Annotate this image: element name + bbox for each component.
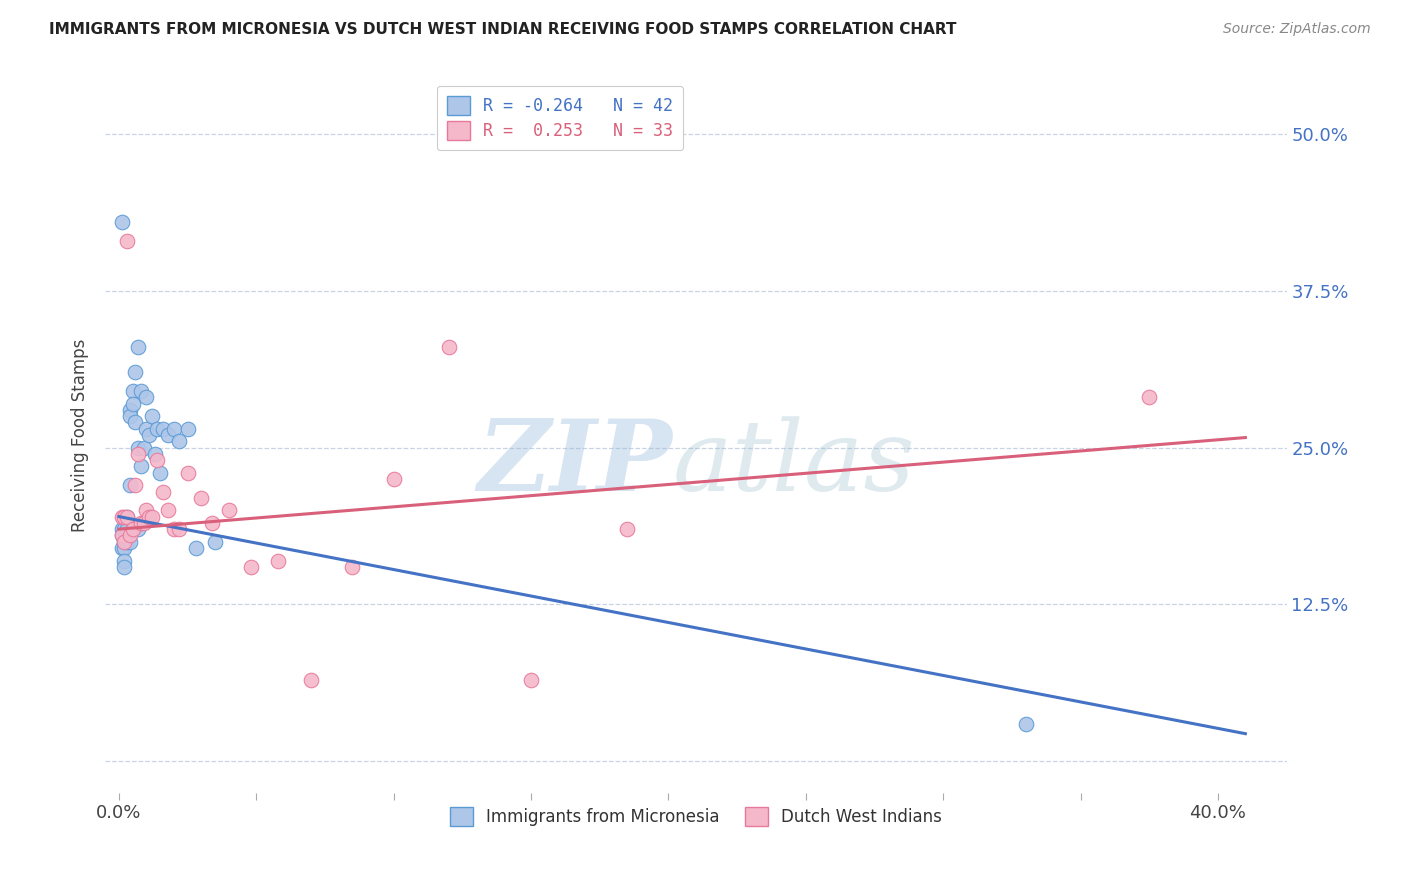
Point	[127, 522, 149, 536]
Point	[437, 340, 460, 354]
Point	[111, 522, 134, 536]
Point	[184, 541, 207, 555]
Point	[616, 522, 638, 536]
Point	[118, 409, 141, 424]
Point	[190, 491, 212, 505]
Point	[157, 503, 180, 517]
Point	[138, 428, 160, 442]
Point	[121, 522, 143, 536]
Point	[118, 534, 141, 549]
Point	[299, 673, 322, 687]
Point	[146, 453, 169, 467]
Point	[1137, 391, 1160, 405]
Legend: Immigrants from Micronesia, Dutch West Indians: Immigrants from Micronesia, Dutch West I…	[441, 798, 950, 834]
Point	[132, 516, 155, 530]
Point	[111, 541, 134, 555]
Point	[129, 516, 152, 530]
Y-axis label: Receiving Food Stamps: Receiving Food Stamps	[72, 338, 89, 532]
Point	[157, 428, 180, 442]
Point	[267, 553, 290, 567]
Point	[127, 441, 149, 455]
Text: IMMIGRANTS FROM MICRONESIA VS DUTCH WEST INDIAN RECEIVING FOOD STAMPS CORRELATIO: IMMIGRANTS FROM MICRONESIA VS DUTCH WEST…	[49, 22, 956, 37]
Point	[201, 516, 224, 530]
Point	[169, 522, 191, 536]
Text: Source: ZipAtlas.com: Source: ZipAtlas.com	[1223, 22, 1371, 37]
Point	[152, 422, 174, 436]
Point	[118, 403, 141, 417]
Point	[163, 522, 186, 536]
Point	[141, 409, 163, 424]
Point	[127, 447, 149, 461]
Point	[111, 215, 134, 229]
Text: ZIP: ZIP	[477, 416, 672, 512]
Point	[342, 559, 364, 574]
Point	[163, 422, 186, 436]
Point	[114, 534, 136, 549]
Point	[239, 559, 262, 574]
Point	[204, 534, 226, 549]
Point	[141, 509, 163, 524]
Point	[138, 509, 160, 524]
Point	[114, 553, 136, 567]
Point	[124, 365, 146, 379]
Point	[115, 534, 138, 549]
Point	[124, 416, 146, 430]
Point	[129, 459, 152, 474]
Point	[121, 522, 143, 536]
Point	[1014, 716, 1036, 731]
Point	[520, 673, 543, 687]
Point	[114, 509, 136, 524]
Point	[382, 472, 405, 486]
Point	[127, 340, 149, 354]
Point	[115, 522, 138, 536]
Point	[176, 466, 198, 480]
Point	[143, 447, 166, 461]
Point	[115, 509, 138, 524]
Point	[118, 478, 141, 492]
Point	[111, 528, 134, 542]
Point	[135, 503, 157, 517]
Point	[129, 384, 152, 398]
Point	[121, 397, 143, 411]
Point	[218, 503, 240, 517]
Text: atlas: atlas	[672, 416, 915, 511]
Point	[146, 422, 169, 436]
Point	[114, 541, 136, 555]
Point	[135, 422, 157, 436]
Point	[169, 434, 191, 449]
Point	[111, 509, 134, 524]
Point	[152, 484, 174, 499]
Point	[118, 528, 141, 542]
Point	[111, 528, 134, 542]
Point	[121, 384, 143, 398]
Point	[176, 422, 198, 436]
Point	[114, 522, 136, 536]
Point	[115, 234, 138, 248]
Point	[114, 559, 136, 574]
Point	[132, 441, 155, 455]
Point	[114, 534, 136, 549]
Point	[124, 478, 146, 492]
Point	[115, 509, 138, 524]
Point	[149, 466, 172, 480]
Point	[135, 391, 157, 405]
